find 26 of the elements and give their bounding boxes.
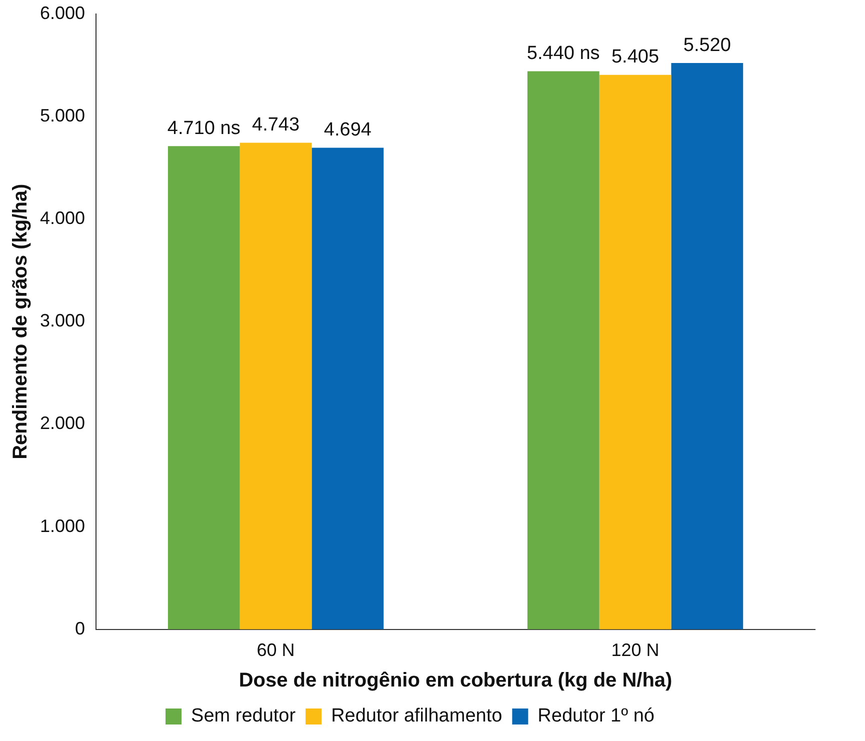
- legend-label: Redutor 1º nó: [538, 706, 654, 727]
- y-tick-label: 5.000: [40, 105, 86, 126]
- bar: [527, 71, 600, 630]
- y-tick-label: 2.000: [40, 413, 86, 434]
- data-label: 4.694: [324, 120, 372, 141]
- x-tick-label: 60 N: [256, 640, 295, 660]
- x-axis-title: Dose de nitrogênio em cobertura (kg de N/ha): [238, 670, 672, 692]
- bar: [312, 148, 384, 630]
- data-label: 4.710 ns: [167, 118, 240, 139]
- y-tick-label: 6.000: [40, 2, 86, 23]
- y-tick-label: 4.000: [40, 208, 86, 228]
- data-label: 5.520: [683, 34, 731, 56]
- data-label: 4.743: [252, 114, 300, 136]
- y-tick-label: 1.000: [40, 516, 86, 536]
- bar: [671, 63, 744, 630]
- data-label: 5.440 ns: [526, 42, 600, 64]
- bar: [168, 146, 240, 630]
- y-axis-title: Rendimento de grãos (kg/ha): [10, 184, 32, 460]
- bar: [599, 74, 672, 630]
- legend-label: Sem redutor: [191, 706, 296, 727]
- y-tick-label: 3.000: [40, 310, 86, 331]
- bar: [240, 142, 312, 630]
- legend-label: Redutor afilhamento: [331, 706, 502, 727]
- y-tick-label: 0: [75, 618, 86, 638]
- data-label: 5.405: [611, 46, 660, 68]
- x-tick-label: 120 N: [611, 640, 660, 660]
